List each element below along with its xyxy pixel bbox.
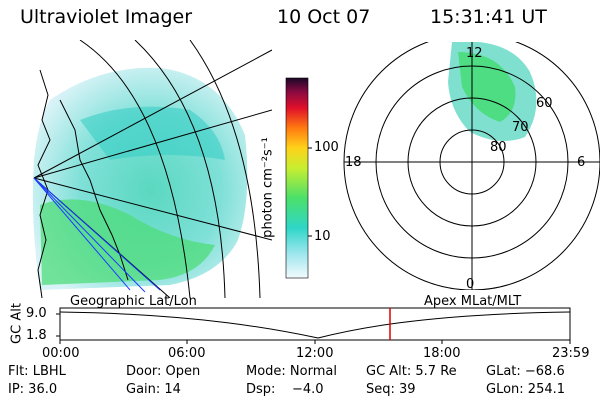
date-label: 10 Oct 07 <box>277 6 371 28</box>
door-info: Door: Open <box>126 364 201 379</box>
filter-info: Flt: LBHL <box>8 364 66 379</box>
gain-info: Gain: 14 <box>126 382 181 397</box>
view-line <box>33 177 146 293</box>
latitude-line <box>189 40 261 298</box>
latitude-line <box>79 40 191 298</box>
ip-info: IP: 36.0 <box>8 382 58 397</box>
polar-mlat-mlt-panel[interactable] <box>340 42 600 290</box>
longitude-line <box>33 49 272 179</box>
time-label: 15:31:41 UT <box>430 6 547 28</box>
mode-info: Mode: Normal <box>246 364 337 379</box>
app-title: Ultraviolet Imager <box>20 6 193 28</box>
altitude-plot[interactable] <box>0 300 600 362</box>
bright-emission-band <box>40 199 215 285</box>
dsp-info: Dsp: −4.0 <box>246 382 324 397</box>
altitude-curve <box>59 311 571 339</box>
mlt-label-6: 6 <box>577 155 586 170</box>
mlt-label-0: 0 <box>466 277 475 292</box>
mlt-label-18: 18 <box>345 155 362 170</box>
latitude-line <box>134 40 226 298</box>
y-tick-label-1-8: 1.8 <box>26 328 47 343</box>
glat-info: GLat: −68.6 <box>486 364 565 379</box>
mlat-label-70: 70 <box>512 120 529 135</box>
longitude-line <box>33 109 272 179</box>
view-line <box>33 177 161 291</box>
plot-frame <box>59 307 571 341</box>
x-tick-label-06: 06:00 <box>168 346 206 361</box>
x-tick-label-18: 18:00 <box>423 346 461 361</box>
geographic-caption: Geographic Lat/Lon <box>70 294 197 309</box>
gc-alt-info: GC Alt: 5.7 Re <box>366 364 457 379</box>
seq-info: Seq: 39 <box>366 382 416 397</box>
mlat-label-80: 80 <box>490 140 507 155</box>
longitude-line <box>33 177 272 241</box>
x-tick-label-2359: 23:59 <box>552 346 590 361</box>
geographic-image-panel[interactable] <box>20 40 272 298</box>
colorbar-tick-100: 100 <box>314 140 339 155</box>
x-tick-label-12: 12:00 <box>296 346 334 361</box>
coastline <box>37 69 129 298</box>
view-line <box>33 177 131 291</box>
colorbar-tick-10: 10 <box>314 229 331 244</box>
altitude-ylabel: GC Alt <box>9 303 25 344</box>
x-tick-label-00: 00:00 <box>42 346 80 361</box>
mlt-label-12: 12 <box>466 46 483 61</box>
colorbar <box>285 77 312 279</box>
apex-caption: Apex MLat/MLT <box>424 294 522 309</box>
glon-info: GLon: 254.1 <box>486 382 566 397</box>
colorbar-scale <box>285 77 309 279</box>
colorbar-unit-label: photon cm⁻²s⁻¹ <box>260 137 276 238</box>
y-tick-label-9: 9.0 <box>26 306 47 321</box>
mlat-label-60: 60 <box>536 96 553 111</box>
